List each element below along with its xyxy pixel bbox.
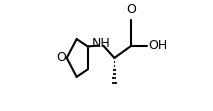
Text: O: O [56,51,66,64]
Text: O: O [126,3,136,16]
Text: OH: OH [148,39,167,52]
Text: NH: NH [91,37,110,50]
